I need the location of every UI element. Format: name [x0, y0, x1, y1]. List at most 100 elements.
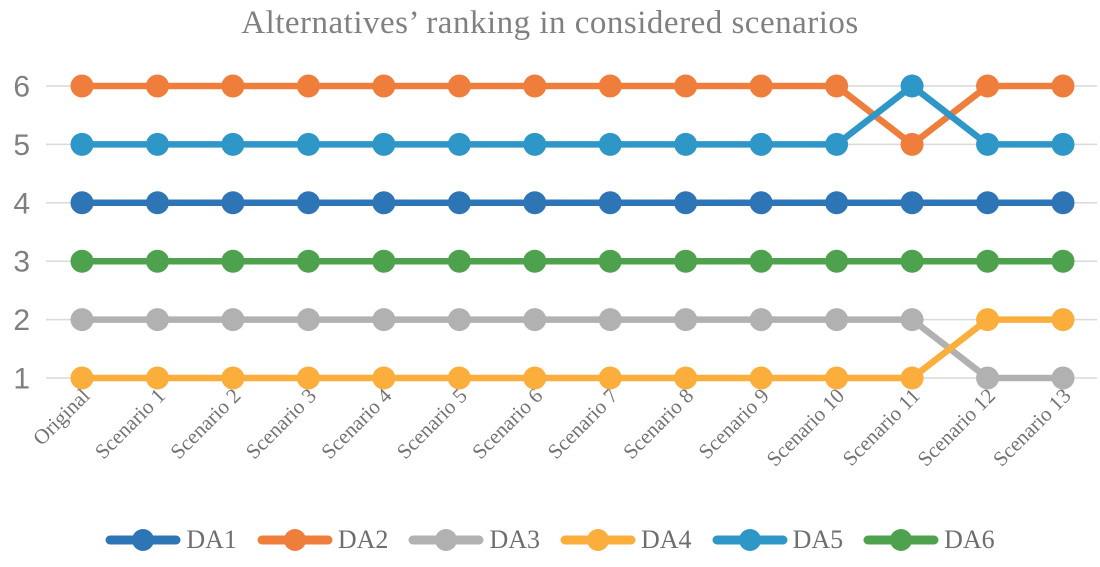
legend-item-da1: DA1: [105, 527, 237, 553]
legend-marker-icon: [712, 529, 788, 551]
data-point-DA3: [900, 308, 924, 332]
legend-marker-icon: [408, 529, 484, 551]
legend-label: DA2: [337, 525, 389, 554]
data-point-DA1: [372, 191, 396, 215]
data-point-DA4: [372, 366, 396, 390]
data-point-DA3: [70, 308, 94, 332]
data-point-DA2: [221, 74, 245, 98]
data-point-DA3: [749, 308, 773, 332]
data-point-DA5: [825, 132, 849, 156]
data-point-DA3: [296, 308, 320, 332]
legend-marker-icon: [560, 529, 636, 551]
y-tick-label: 3: [13, 246, 30, 279]
data-point-DA5: [70, 132, 94, 156]
legend-label: DA5: [792, 525, 844, 554]
legend-label: DA4: [641, 525, 692, 554]
x-category-label: Scenario 9: [694, 384, 774, 464]
data-point-DA2: [70, 74, 94, 98]
legend-marker-icon: [257, 529, 333, 551]
x-category-label: Scenario 8: [618, 384, 698, 464]
data-point-DA3: [145, 308, 169, 332]
data-point-DA5: [447, 132, 471, 156]
data-point-DA2: [976, 74, 1000, 98]
data-point-DA4: [1051, 308, 1075, 332]
legend-marker-icon: [863, 529, 939, 551]
data-point-DA4: [976, 308, 1000, 332]
data-point-DA1: [598, 191, 622, 215]
data-point-DA4: [447, 366, 471, 390]
data-point-DA3: [598, 308, 622, 332]
data-point-DA1: [70, 191, 94, 215]
data-point-DA3: [221, 308, 245, 332]
data-point-DA5: [598, 132, 622, 156]
data-point-DA6: [145, 249, 169, 273]
y-tick-label: 1: [13, 363, 30, 396]
data-point-DA5: [749, 132, 773, 156]
x-category-label: Scenario 11: [838, 384, 925, 471]
data-point-DA4: [674, 366, 698, 390]
data-point-DA5: [296, 132, 320, 156]
data-point-DA5: [145, 132, 169, 156]
data-point-DA5: [1051, 132, 1075, 156]
data-point-DA2: [1051, 74, 1075, 98]
data-point-DA6: [372, 249, 396, 273]
data-point-DA1: [296, 191, 320, 215]
data-point-DA3: [674, 308, 698, 332]
x-category-label: Scenario 10: [762, 384, 849, 471]
chart-legend: DA1 DA2 DA3 DA4 DA5 DA6: [0, 527, 1100, 553]
data-point-DA5: [372, 132, 396, 156]
data-point-DA4: [523, 366, 547, 390]
y-tick-label: 5: [13, 129, 30, 162]
data-point-DA3: [1051, 366, 1075, 390]
data-point-DA3: [523, 308, 547, 332]
data-point-DA2: [825, 74, 849, 98]
data-point-DA6: [1051, 249, 1075, 273]
data-point-DA2: [900, 132, 924, 156]
legend-marker-icon: [105, 529, 181, 551]
legend-label: DA1: [186, 525, 237, 554]
legend-item-da6: DA6: [863, 527, 995, 553]
data-point-DA2: [674, 74, 698, 98]
x-category-label: Scenario 5: [392, 384, 472, 464]
data-point-DA3: [976, 366, 1000, 390]
data-point-DA4: [221, 366, 245, 390]
data-point-DA2: [523, 74, 547, 98]
data-point-DA2: [145, 74, 169, 98]
data-point-DA1: [1051, 191, 1075, 215]
data-point-DA6: [976, 249, 1000, 273]
data-point-DA5: [221, 132, 245, 156]
data-point-DA1: [825, 191, 849, 215]
data-point-DA6: [523, 249, 547, 273]
data-point-DA3: [447, 308, 471, 332]
legend-label: DA3: [489, 525, 540, 554]
x-category-label: Original: [28, 383, 95, 450]
data-point-DA4: [598, 366, 622, 390]
legend-label: DA6: [944, 525, 995, 554]
data-point-DA2: [372, 74, 396, 98]
data-point-DA6: [447, 249, 471, 273]
data-point-DA2: [749, 74, 773, 98]
legend-item-da5: DA5: [712, 525, 844, 554]
data-point-DA6: [598, 249, 622, 273]
data-point-DA6: [674, 249, 698, 273]
data-point-DA2: [296, 74, 320, 98]
data-point-DA4: [825, 366, 849, 390]
x-category-label: Scenario 1: [90, 384, 170, 464]
data-point-DA6: [221, 249, 245, 273]
legend-item-da3: DA3: [408, 527, 540, 553]
data-point-DA6: [825, 249, 849, 273]
legend-item-da4: DA4: [560, 527, 692, 553]
y-tick-label: 2: [13, 304, 30, 337]
data-point-DA1: [221, 191, 245, 215]
x-category-label: Scenario 6: [467, 384, 547, 464]
data-point-DA6: [900, 249, 924, 273]
data-point-DA1: [674, 191, 698, 215]
x-category-label: Scenario 7: [543, 384, 623, 464]
data-point-DA4: [749, 366, 773, 390]
series-line-DA5: [78, 82, 1067, 148]
data-point-DA5: [976, 132, 1000, 156]
data-point-DA1: [976, 191, 1000, 215]
series-line-DA2: [78, 82, 1067, 148]
data-point-DA1: [749, 191, 773, 215]
